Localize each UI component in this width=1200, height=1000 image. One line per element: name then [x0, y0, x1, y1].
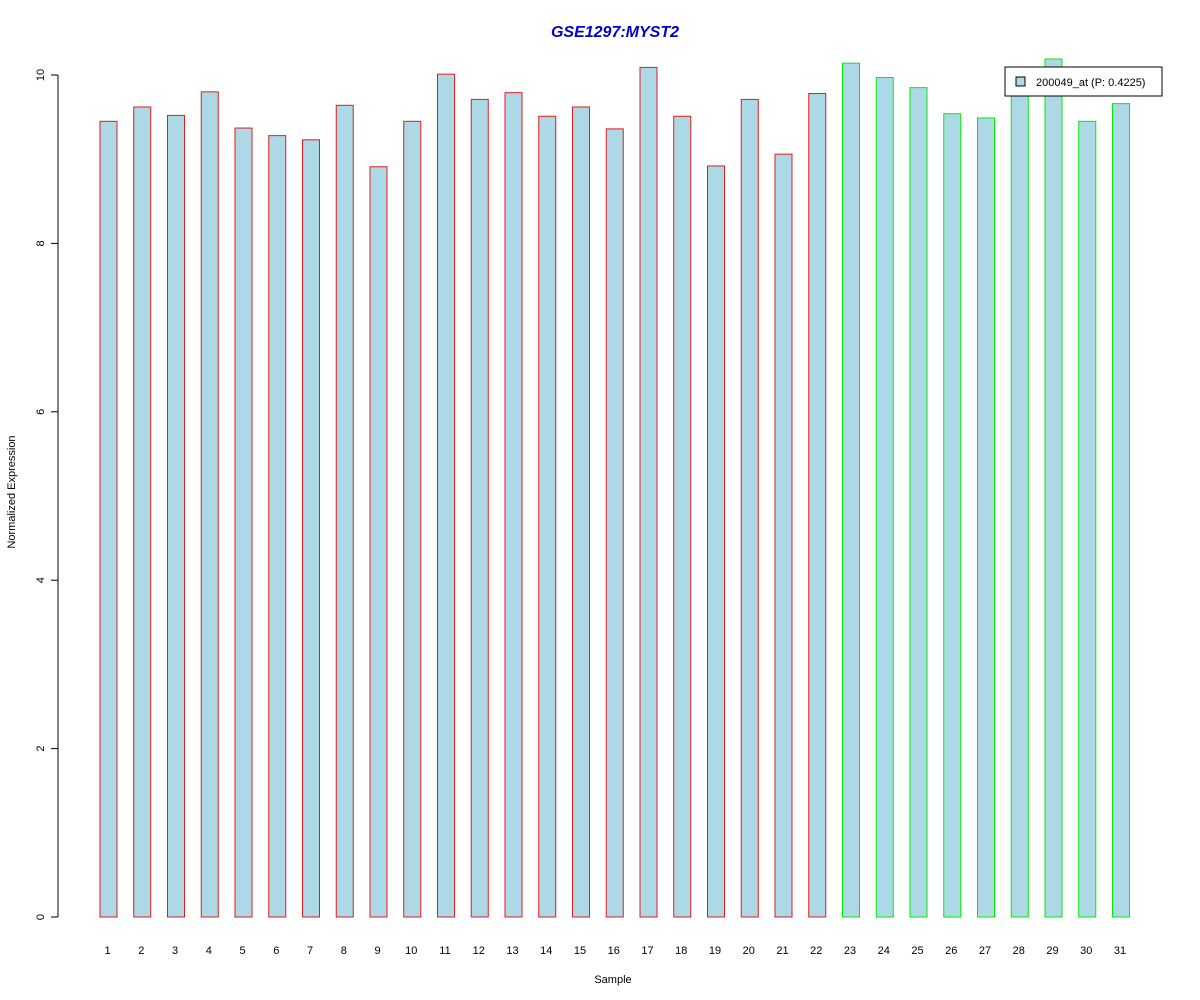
bar — [167, 114, 185, 918]
bar — [538, 115, 557, 918]
bar — [977, 117, 995, 918]
y-tick-label: 8 — [35, 240, 47, 246]
bar — [200, 91, 219, 918]
x-tick-label: 31 — [1114, 945, 1126, 957]
x-tick-label: 17 — [641, 945, 653, 957]
legend-swatch — [1015, 76, 1026, 87]
bar — [1010, 90, 1029, 918]
x-tick-label: 19 — [709, 945, 721, 957]
x-tick-label: 18 — [675, 945, 687, 957]
x-tick-label: 9 — [374, 945, 380, 957]
y-tick-label: 0 — [35, 914, 47, 920]
x-tick-label: 3 — [172, 945, 178, 957]
bar — [909, 87, 928, 918]
chart-title: GSE1297:MYST2 — [551, 24, 679, 41]
x-tick-label: 10 — [405, 945, 417, 957]
bar — [369, 166, 388, 918]
x-tick-label: 15 — [574, 945, 586, 957]
y-axis: 0 2 4 6 8 10 — [35, 69, 59, 920]
bar — [673, 115, 692, 918]
x-tick-label: 24 — [878, 945, 890, 957]
bar — [774, 153, 793, 918]
bars — [99, 58, 1130, 918]
x-tick-label: 26 — [945, 945, 957, 957]
bar — [470, 98, 489, 918]
bar — [943, 113, 962, 918]
bar — [335, 104, 354, 918]
legend: 200049_at (P: 0.4225) — [1004, 66, 1163, 97]
bar — [99, 120, 118, 918]
x-tick-label: 7 — [307, 945, 313, 957]
x-tick-label: 5 — [239, 945, 245, 957]
bar — [605, 128, 624, 918]
x-tick-label: 28 — [1013, 945, 1025, 957]
x-tick-label: 29 — [1046, 945, 1058, 957]
bar — [437, 73, 455, 918]
bar — [302, 139, 320, 918]
bar — [740, 98, 759, 918]
bar — [133, 106, 152, 918]
x-tick-label: 8 — [341, 945, 347, 957]
bar — [639, 66, 658, 918]
bar — [842, 62, 860, 918]
bar — [1078, 120, 1097, 918]
bar — [1044, 58, 1063, 918]
x-tick-label: 22 — [810, 945, 822, 957]
bar — [234, 127, 253, 918]
x-tick-label: 6 — [273, 945, 279, 957]
x-tick-label: 21 — [776, 945, 788, 957]
bar — [707, 165, 725, 918]
x-tick-label: 27 — [979, 945, 991, 957]
x-tick-label: 13 — [506, 945, 518, 957]
x-tick-label: 30 — [1080, 945, 1092, 957]
x-tick-label: 1 — [104, 945, 110, 957]
x-tick-label: 11 — [439, 945, 450, 957]
bar — [572, 106, 590, 918]
x-tick-label: 23 — [844, 945, 856, 957]
legend-box — [1004, 66, 1163, 97]
x-tick-label: 20 — [743, 945, 755, 957]
bar — [403, 120, 422, 918]
bar — [268, 135, 287, 918]
y-axis-label: Normalized Expression — [6, 435, 18, 548]
bar — [875, 77, 894, 918]
x-tick-label: 4 — [206, 945, 212, 957]
bar — [808, 93, 827, 918]
x-tick-label: 16 — [608, 945, 620, 957]
legend-label: 200049_at (P: 0.4225) — [1036, 77, 1145, 89]
y-tick-label: 6 — [35, 409, 47, 415]
x-axis-label: Sample — [594, 974, 631, 986]
y-tick-label: 4 — [35, 577, 47, 583]
bar — [1112, 103, 1130, 918]
bar — [504, 92, 523, 918]
x-tick-labels: 1 2 3 4 5 6 7 8 9 10 11 12 13 14 15 16 17 18 19 20 21 22 23 24 2… — [104, 945, 1126, 957]
x-tick-label: 2 — [138, 945, 144, 957]
y-tick-label: 2 — [35, 746, 47, 752]
x-tick-label: 25 — [911, 945, 923, 957]
x-tick-label: 14 — [540, 945, 552, 957]
x-tick-label: 12 — [473, 945, 485, 957]
y-tick-label: 10 — [35, 69, 47, 81]
